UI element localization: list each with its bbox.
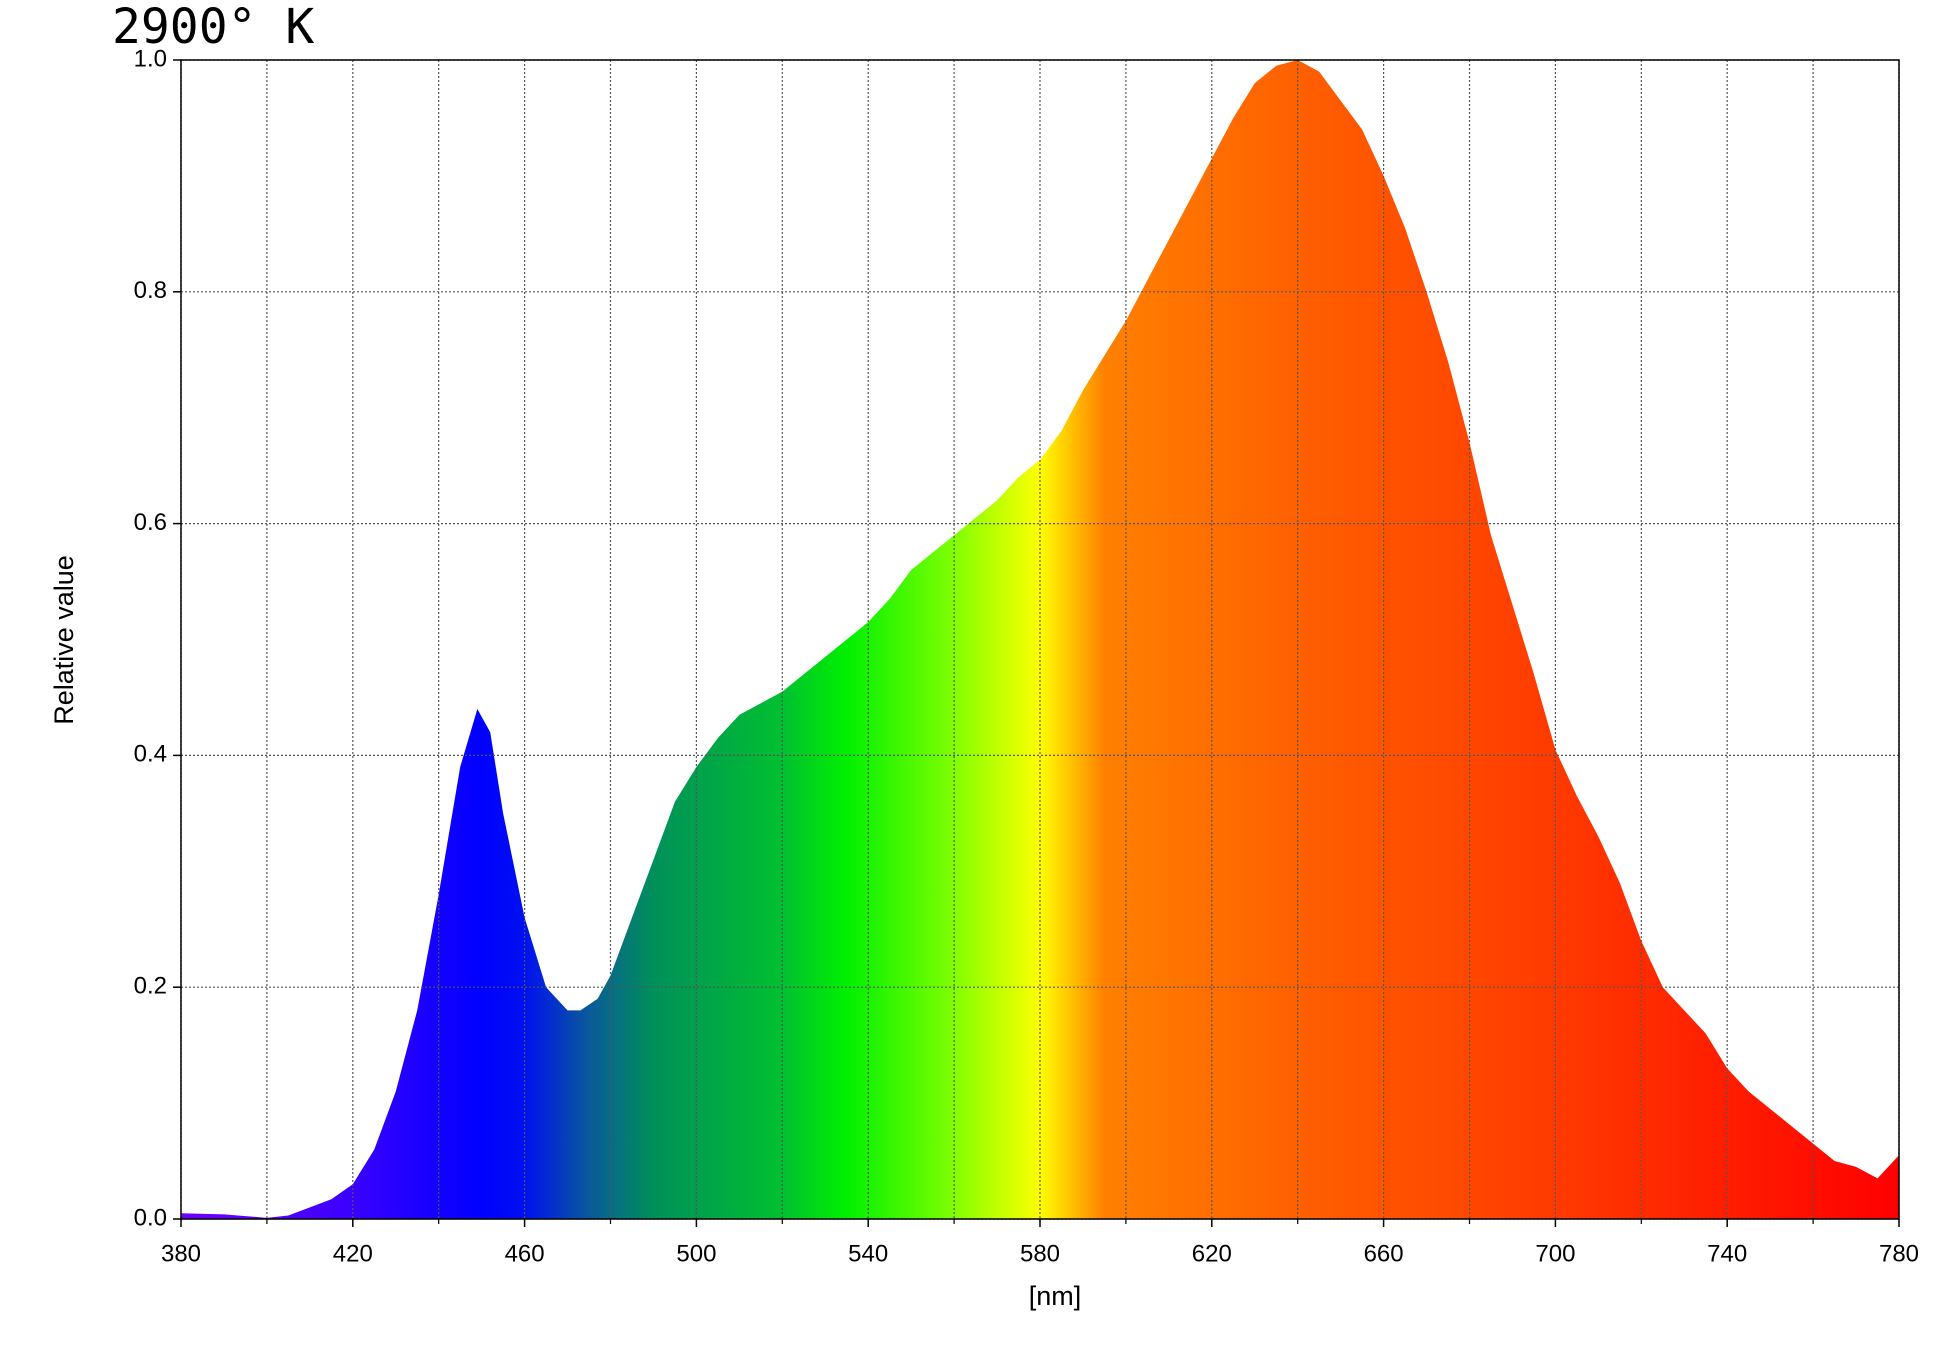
y-tick-label: 1.0	[134, 45, 167, 72]
x-tick-label: 540	[848, 1240, 888, 1267]
x-tick-label: 620	[1192, 1240, 1232, 1267]
plot-frame	[180, 59, 1900, 1220]
x-tick-label: 700	[1535, 1240, 1575, 1267]
x-tick-label: 460	[505, 1240, 545, 1267]
x-tick-label: 780	[1879, 1240, 1919, 1267]
y-tick-label: 0.8	[134, 277, 167, 304]
y-tick-label: 0.0	[134, 1204, 167, 1231]
x-tick-label: 660	[1364, 1240, 1404, 1267]
x-axis-label: [nm]	[1029, 1281, 1082, 1311]
y-axis-label: Relative value	[49, 555, 79, 725]
x-tick-label: 740	[1707, 1240, 1747, 1267]
chart-title: 2900° K	[112, 0, 314, 55]
x-tick-label: 420	[333, 1240, 373, 1267]
y-tick-label: 0.2	[134, 973, 167, 1000]
x-tick-label: 580	[1020, 1240, 1060, 1267]
y-tick-label: 0.6	[134, 509, 167, 536]
x-tick-label: 380	[161, 1240, 201, 1267]
x-tick-label: 500	[676, 1240, 716, 1267]
y-tick-label: 0.4	[134, 741, 167, 768]
